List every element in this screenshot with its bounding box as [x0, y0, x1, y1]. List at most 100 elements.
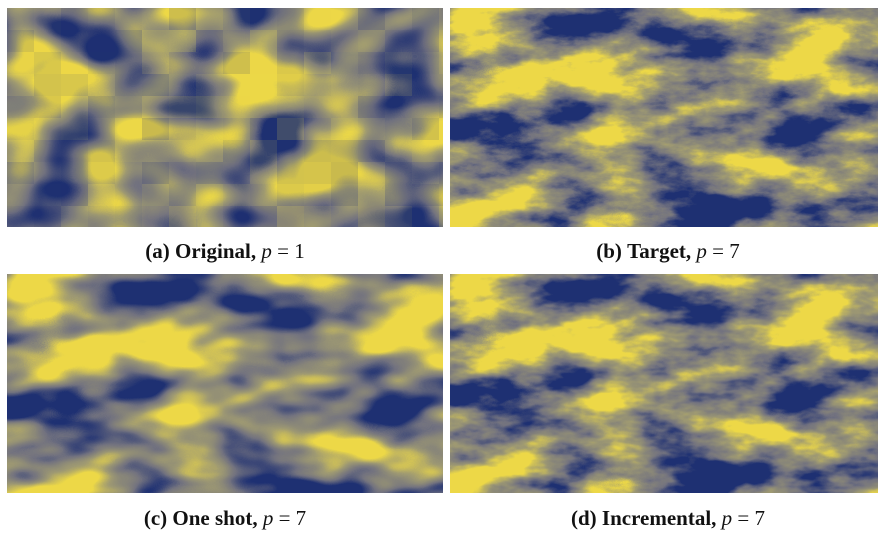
caption-label: (d) — [571, 506, 597, 530]
caption-label: (a) — [145, 239, 170, 263]
tile — [196, 8, 223, 30]
tile — [304, 96, 331, 118]
tile — [196, 162, 223, 184]
texture — [450, 8, 878, 227]
tile — [304, 140, 331, 162]
tile — [331, 30, 358, 52]
tile — [385, 184, 412, 206]
tile — [142, 162, 169, 184]
tile — [412, 30, 439, 52]
caption-value: 1 — [294, 239, 305, 263]
tile — [115, 140, 142, 162]
tile — [358, 206, 385, 227]
tile — [412, 118, 439, 140]
tile — [169, 206, 196, 227]
tile — [34, 118, 61, 140]
tile — [412, 206, 439, 227]
tile — [115, 8, 142, 30]
tile — [88, 140, 115, 162]
tile — [277, 118, 304, 140]
tile — [142, 52, 169, 74]
tile — [142, 206, 169, 227]
tile — [412, 184, 439, 206]
tile — [331, 140, 358, 162]
tile — [250, 52, 277, 74]
tile — [412, 140, 439, 162]
tile — [169, 8, 196, 30]
tile — [250, 8, 277, 30]
tile — [223, 8, 250, 30]
caption-relation: = — [737, 506, 749, 530]
tile — [142, 184, 169, 206]
tile — [412, 52, 439, 74]
caption-variable: p — [263, 506, 274, 530]
tile — [277, 162, 304, 184]
tile — [304, 30, 331, 52]
tile — [223, 118, 250, 140]
tile — [385, 30, 412, 52]
tile — [250, 96, 277, 118]
tile — [34, 206, 61, 227]
tile — [331, 184, 358, 206]
tile — [7, 118, 34, 140]
tile — [277, 8, 304, 30]
tile — [61, 118, 88, 140]
tile — [358, 118, 385, 140]
tile — [115, 74, 142, 96]
tile — [7, 52, 34, 74]
tile — [61, 52, 88, 74]
tile — [142, 140, 169, 162]
tile — [61, 162, 88, 184]
tile — [196, 30, 223, 52]
tile — [250, 74, 277, 96]
tile — [439, 52, 443, 74]
tile — [304, 74, 331, 96]
caption-relation: = — [279, 506, 291, 530]
tile — [439, 30, 443, 52]
tile — [439, 140, 443, 162]
caption-variable: p — [696, 239, 707, 263]
tile — [34, 30, 61, 52]
tile — [142, 118, 169, 140]
tile — [142, 30, 169, 52]
noise-image — [450, 274, 878, 493]
tile — [169, 118, 196, 140]
tile — [88, 206, 115, 227]
tile — [439, 162, 443, 184]
noise-image — [7, 274, 443, 493]
tile — [34, 74, 61, 96]
caption-relation: = — [277, 239, 289, 263]
caption: (b) Target, p = 7 — [450, 239, 878, 264]
tile — [439, 184, 443, 206]
caption-label: (b) — [596, 239, 622, 263]
tile — [7, 184, 34, 206]
caption-relation: = — [712, 239, 724, 263]
tile — [115, 184, 142, 206]
tile — [304, 8, 331, 30]
tile — [385, 162, 412, 184]
tile — [142, 96, 169, 118]
tile — [34, 52, 61, 74]
tile — [88, 30, 115, 52]
tile — [358, 96, 385, 118]
texture — [450, 274, 878, 493]
tile — [439, 118, 443, 140]
tile — [250, 118, 277, 140]
tile — [169, 52, 196, 74]
tile — [358, 162, 385, 184]
texture — [7, 274, 443, 493]
tile — [385, 74, 412, 96]
tile — [88, 162, 115, 184]
tile — [358, 8, 385, 30]
tile — [223, 162, 250, 184]
tile — [196, 184, 223, 206]
tile — [88, 184, 115, 206]
tile — [169, 140, 196, 162]
tile — [196, 96, 223, 118]
tile — [7, 30, 34, 52]
tile — [304, 184, 331, 206]
tile — [196, 206, 223, 227]
tile — [115, 96, 142, 118]
tile — [277, 140, 304, 162]
tile — [115, 206, 142, 227]
